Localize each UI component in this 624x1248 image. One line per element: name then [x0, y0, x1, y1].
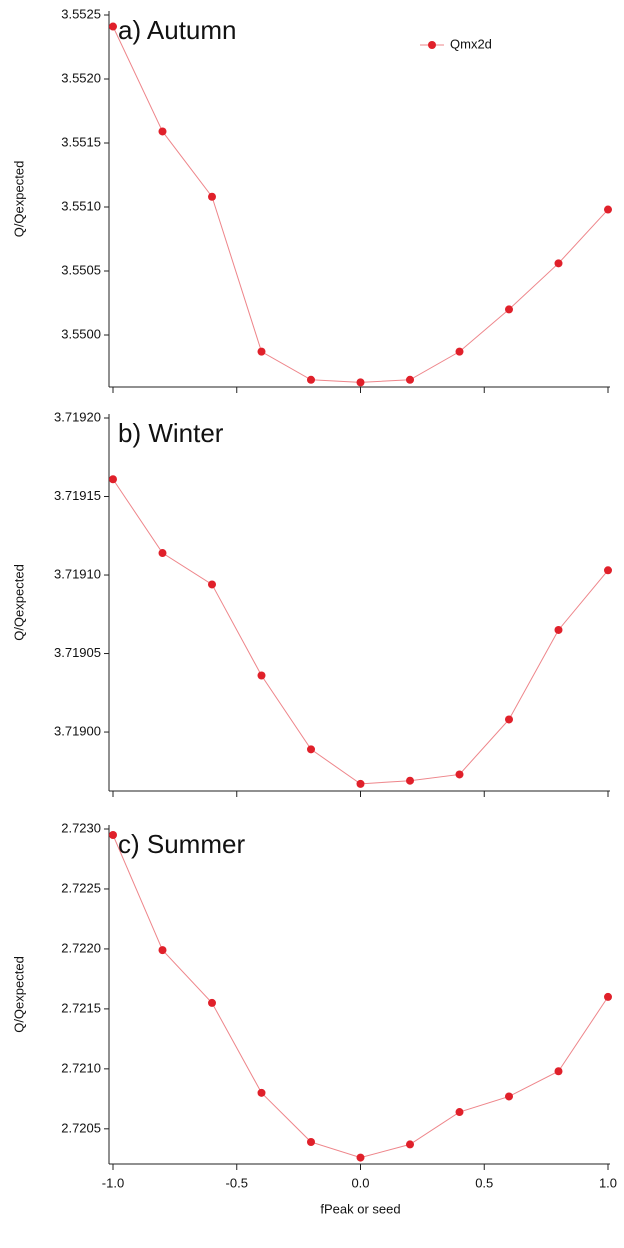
point	[554, 259, 563, 268]
point	[406, 776, 414, 785]
point	[505, 1092, 513, 1101]
point	[455, 1108, 464, 1117]
panel-title: b) Winter	[118, 418, 224, 448]
y-tick-label: 3.71910	[54, 566, 101, 581]
point	[356, 1153, 365, 1162]
y-tick-label: 3.5525	[61, 6, 101, 21]
y-tick-label: 2.7230	[61, 820, 101, 835]
x-tick-label: 1.0	[599, 1175, 617, 1190]
point	[505, 715, 513, 724]
y-tick-label: 3.71920	[54, 409, 101, 424]
point	[109, 830, 117, 839]
point	[307, 375, 315, 384]
legend-marker	[428, 41, 436, 49]
panel-title: a) Autumn	[118, 15, 237, 45]
point	[505, 305, 513, 314]
y-axis-label: Q/Qexpected	[11, 956, 26, 1033]
point	[307, 1138, 315, 1147]
point	[109, 22, 117, 31]
y-tick-label: 2.7215	[61, 1000, 101, 1015]
point	[208, 192, 216, 201]
point	[109, 475, 117, 484]
point	[604, 992, 612, 1001]
point	[307, 745, 315, 754]
x-tick-label: -1.0	[102, 1175, 124, 1190]
x-tick-label: 0.5	[475, 1175, 493, 1190]
point	[257, 347, 266, 356]
series-line	[112, 478, 609, 785]
y-tick-label: 2.7205	[61, 1120, 101, 1135]
point	[208, 580, 216, 589]
y-tick-label: 2.7225	[61, 880, 101, 895]
y-tick-label: 3.5505	[61, 262, 101, 277]
point	[356, 378, 365, 387]
y-tick-label: 3.5500	[61, 326, 101, 341]
series-line	[112, 26, 609, 383]
point	[356, 779, 365, 788]
y-tick-label: 3.5510	[61, 198, 101, 213]
panel-title: c) Summer	[118, 829, 245, 859]
point	[158, 127, 167, 136]
y-tick-label: 2.7220	[61, 940, 101, 955]
y-axis-label: Q/Qexpected	[11, 564, 26, 641]
x-tick-label: -0.5	[226, 1175, 248, 1190]
y-axis-label: Q/Qexpected	[11, 161, 26, 238]
x-tick-label: 0.0	[351, 1175, 369, 1190]
y-tick-label: 3.71915	[54, 488, 101, 503]
point	[554, 1067, 563, 1076]
legend-label: Qmx2d	[450, 36, 492, 51]
y-tick-label: 3.5520	[61, 70, 101, 85]
point	[455, 347, 464, 356]
point	[257, 1088, 266, 1097]
series-line	[112, 834, 609, 1159]
point	[257, 671, 266, 680]
point	[406, 375, 414, 384]
point	[604, 205, 612, 214]
point	[158, 549, 167, 558]
y-tick-label: 3.71900	[54, 723, 101, 738]
x-axis-label: fPeak or seed	[320, 1201, 400, 1216]
point	[554, 625, 563, 634]
point	[158, 946, 167, 955]
y-tick-label: 2.7210	[61, 1060, 101, 1075]
y-tick-label: 3.5515	[61, 134, 101, 149]
y-tick-label: 3.71905	[54, 645, 101, 660]
point	[455, 770, 464, 779]
point	[208, 998, 216, 1007]
point	[406, 1140, 414, 1149]
point	[604, 566, 612, 575]
